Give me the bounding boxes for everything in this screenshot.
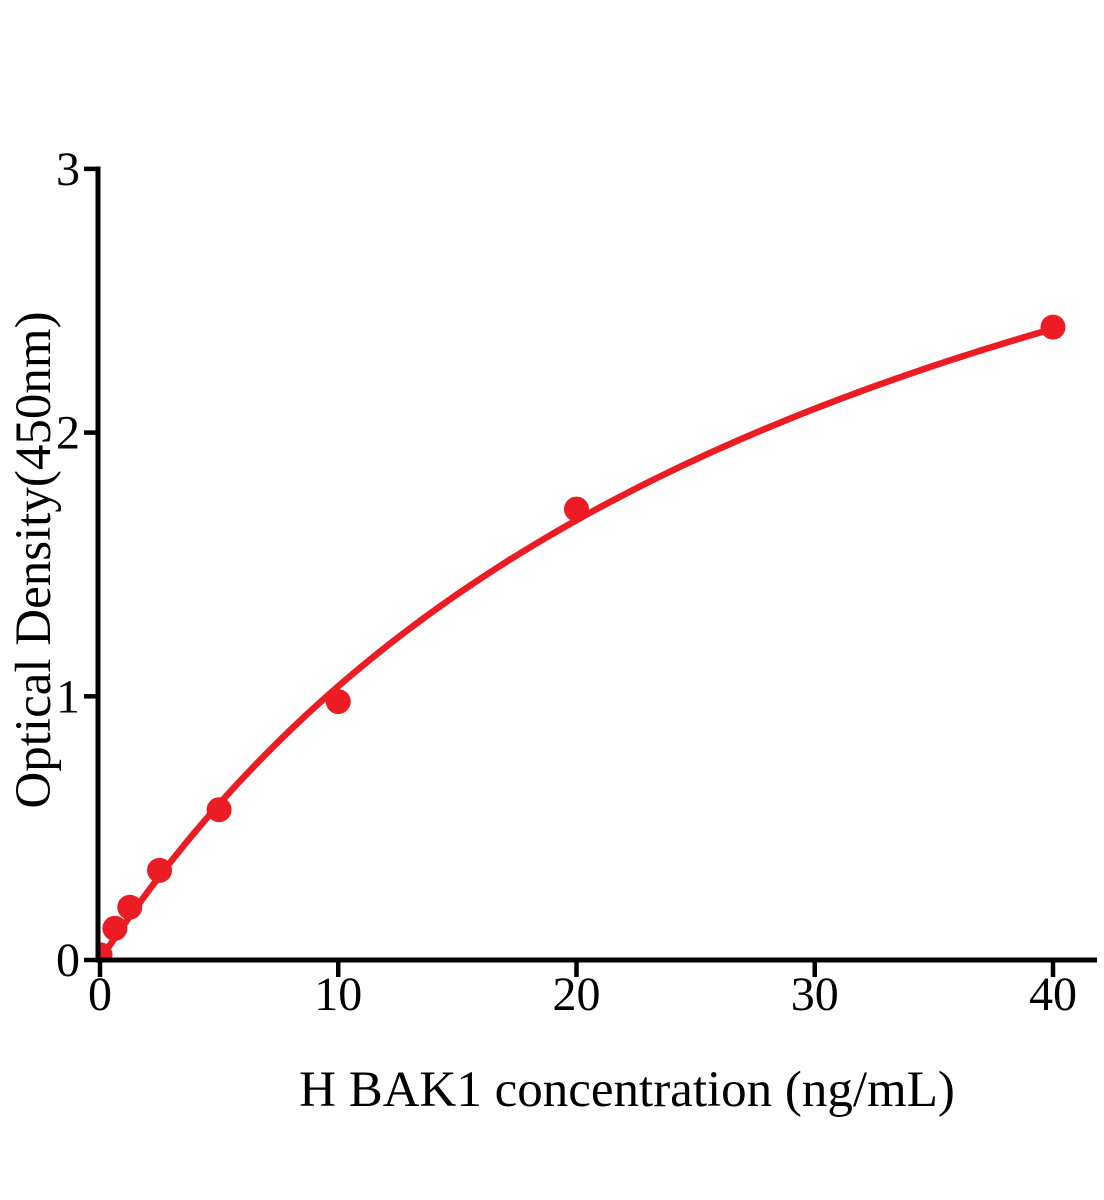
data-point: [564, 496, 589, 522]
y-tick-label: 1: [56, 670, 80, 723]
data-point: [117, 894, 143, 920]
data-point: [206, 797, 232, 823]
data-point: [98, 942, 113, 960]
x-tick-label: 20: [553, 968, 601, 1021]
series-layer: [98, 314, 1066, 960]
y-tick-label: 2: [56, 407, 80, 460]
data-point: [325, 689, 351, 715]
y-tick-label: 3: [56, 143, 80, 196]
data-point: [1040, 314, 1066, 340]
x-tick-label: 10: [314, 968, 362, 1021]
x-tick-label: 30: [791, 968, 839, 1021]
y-axis-title: Optical Density(450nm): [6, 311, 62, 808]
fit-curve-line: [98, 325, 1057, 960]
x-tick-label: 40: [1029, 968, 1077, 1021]
data-point: [147, 857, 173, 883]
data-point: [102, 915, 128, 941]
x-tick-label: 0: [88, 968, 112, 1021]
y-tick-label: 0: [56, 934, 80, 987]
x-axis-title: H BAK1 concentration (ng/mL): [299, 1062, 955, 1118]
